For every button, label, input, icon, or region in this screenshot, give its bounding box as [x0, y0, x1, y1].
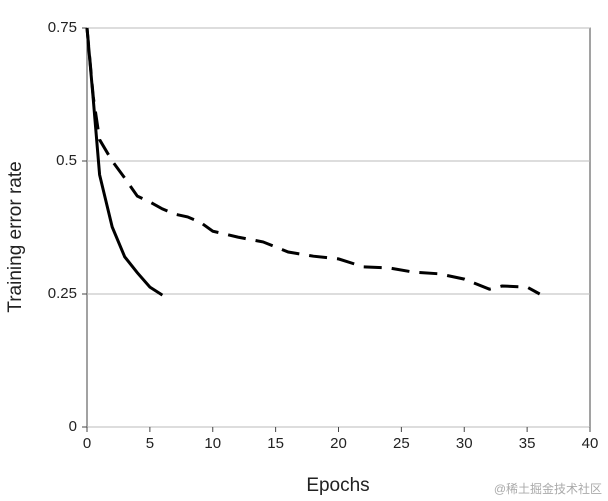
y-axis-title: Training error rate	[5, 161, 26, 312]
x-tick-label: 35	[519, 435, 536, 452]
series-line	[85, 27, 164, 297]
x-tick-label: 20	[330, 435, 347, 452]
x-tick-label: 0	[83, 435, 91, 452]
x-axis-title: Epochs	[306, 475, 369, 496]
plot-frame	[86, 27, 591, 428]
y-tick-label: 0.75	[48, 19, 77, 36]
x-tick-label: 5	[146, 435, 154, 452]
x-tick-label: 25	[393, 435, 410, 452]
x-tick-label: 40	[582, 435, 599, 452]
y-tick-label: 0	[69, 418, 77, 435]
watermark: @稀土掘金技术社区	[494, 481, 602, 496]
x-tick-label: 15	[267, 435, 284, 452]
y-tick-label: 0.5	[56, 152, 77, 169]
x-tick-label: 10	[204, 435, 221, 452]
x-tick-label: 30	[456, 435, 473, 452]
series-line	[85, 27, 541, 296]
y-tick-label: 0.25	[48, 285, 77, 302]
